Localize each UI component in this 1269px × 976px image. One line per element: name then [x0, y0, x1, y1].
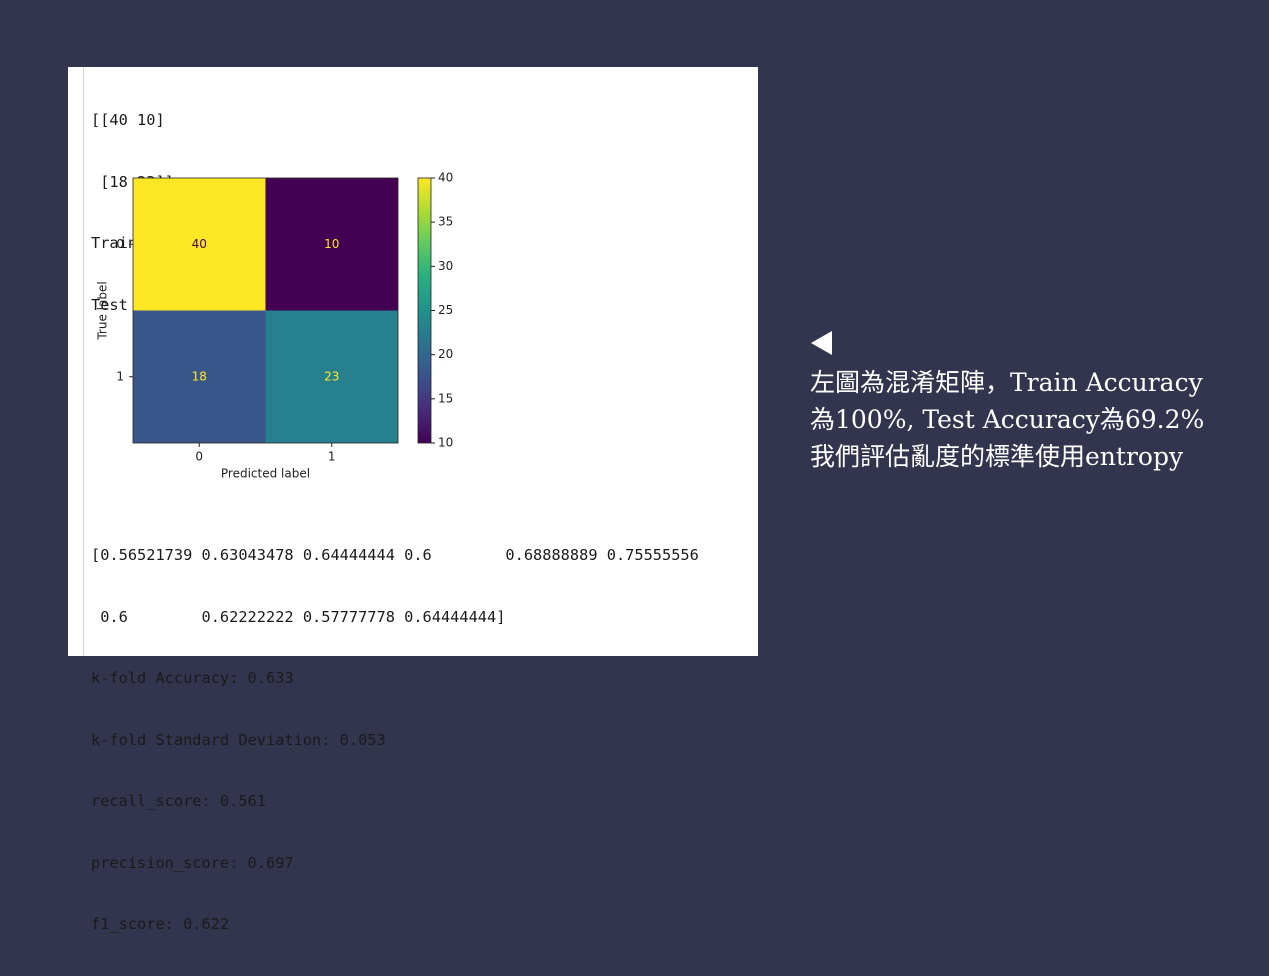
cell-label: 23: [324, 369, 339, 383]
output-line: f1_score: 0.622: [91, 915, 230, 933]
caption: 左圖為混淆矩陣，Train Accuracy 為100%, Test Accur…: [810, 364, 1204, 475]
cell-border: [83, 67, 84, 656]
cell-label: 40: [192, 237, 207, 251]
slide: {"output_top": ["[[40 10]", " [18 23]]",…: [68, 67, 1205, 933]
colorbar-tick-label: 25: [438, 303, 453, 317]
arrow-icon: [811, 331, 832, 355]
output-line: [[40 10]: [91, 111, 165, 129]
output-line: k-fold Standard Deviation: 0.053: [91, 730, 386, 749]
notebook-output: [[40 10] [18 23]] Train Accuracy: 1.000 …: [68, 67, 758, 933]
caption-line: 為100%, Test Accuracy為69.2%: [810, 405, 1205, 434]
heatmap-cell: [265, 310, 398, 443]
colorbar-tick-label: 15: [438, 391, 453, 405]
output-line: 0.6 0.62222222 0.57777778 0.64444444]: [91, 607, 506, 626]
colorbar: [417, 177, 432, 444]
colorbar-tick-label: 35: [438, 215, 453, 229]
output-line: [0.56521739 0.63043478 0.64444444 0.6 0.…: [91, 546, 699, 564]
output-text: [0.56521739 0.63043478 0.64444444 0.6 0.…: [91, 504, 699, 976]
output-line: recall_score: 0.561: [91, 792, 266, 810]
x-tick-label: 1: [328, 450, 336, 464]
plot-frame: [132, 177, 399, 444]
caption-line: 左圖為混淆矩陣，Train Accuracy: [810, 368, 1203, 397]
caption-line: 我們評估亂度的標準使用entropy: [810, 442, 1184, 471]
y-axis-label: True label: [96, 281, 110, 340]
heatmap-cell: [265, 178, 398, 311]
cell-label: 10: [324, 237, 339, 251]
heatmap-cell: [133, 178, 266, 311]
colorbar-tick-label: 30: [438, 259, 453, 273]
heatmap-cell: [133, 310, 266, 443]
x-tick-label: 0: [195, 450, 203, 464]
cell-label: 18: [192, 369, 207, 383]
y-tick-label: 1: [116, 369, 124, 383]
colorbar-tick-label: 40: [438, 171, 453, 185]
colorbar-tick-label: 10: [438, 436, 453, 450]
output-line: precision_score: 0.697: [91, 853, 294, 872]
x-axis-label: Predicted label: [221, 467, 310, 481]
colorbar-tick-label: 20: [438, 347, 453, 361]
y-tick-label: 0: [116, 237, 124, 251]
output-line: k-fold Accuracy: 0.633: [91, 669, 294, 687]
